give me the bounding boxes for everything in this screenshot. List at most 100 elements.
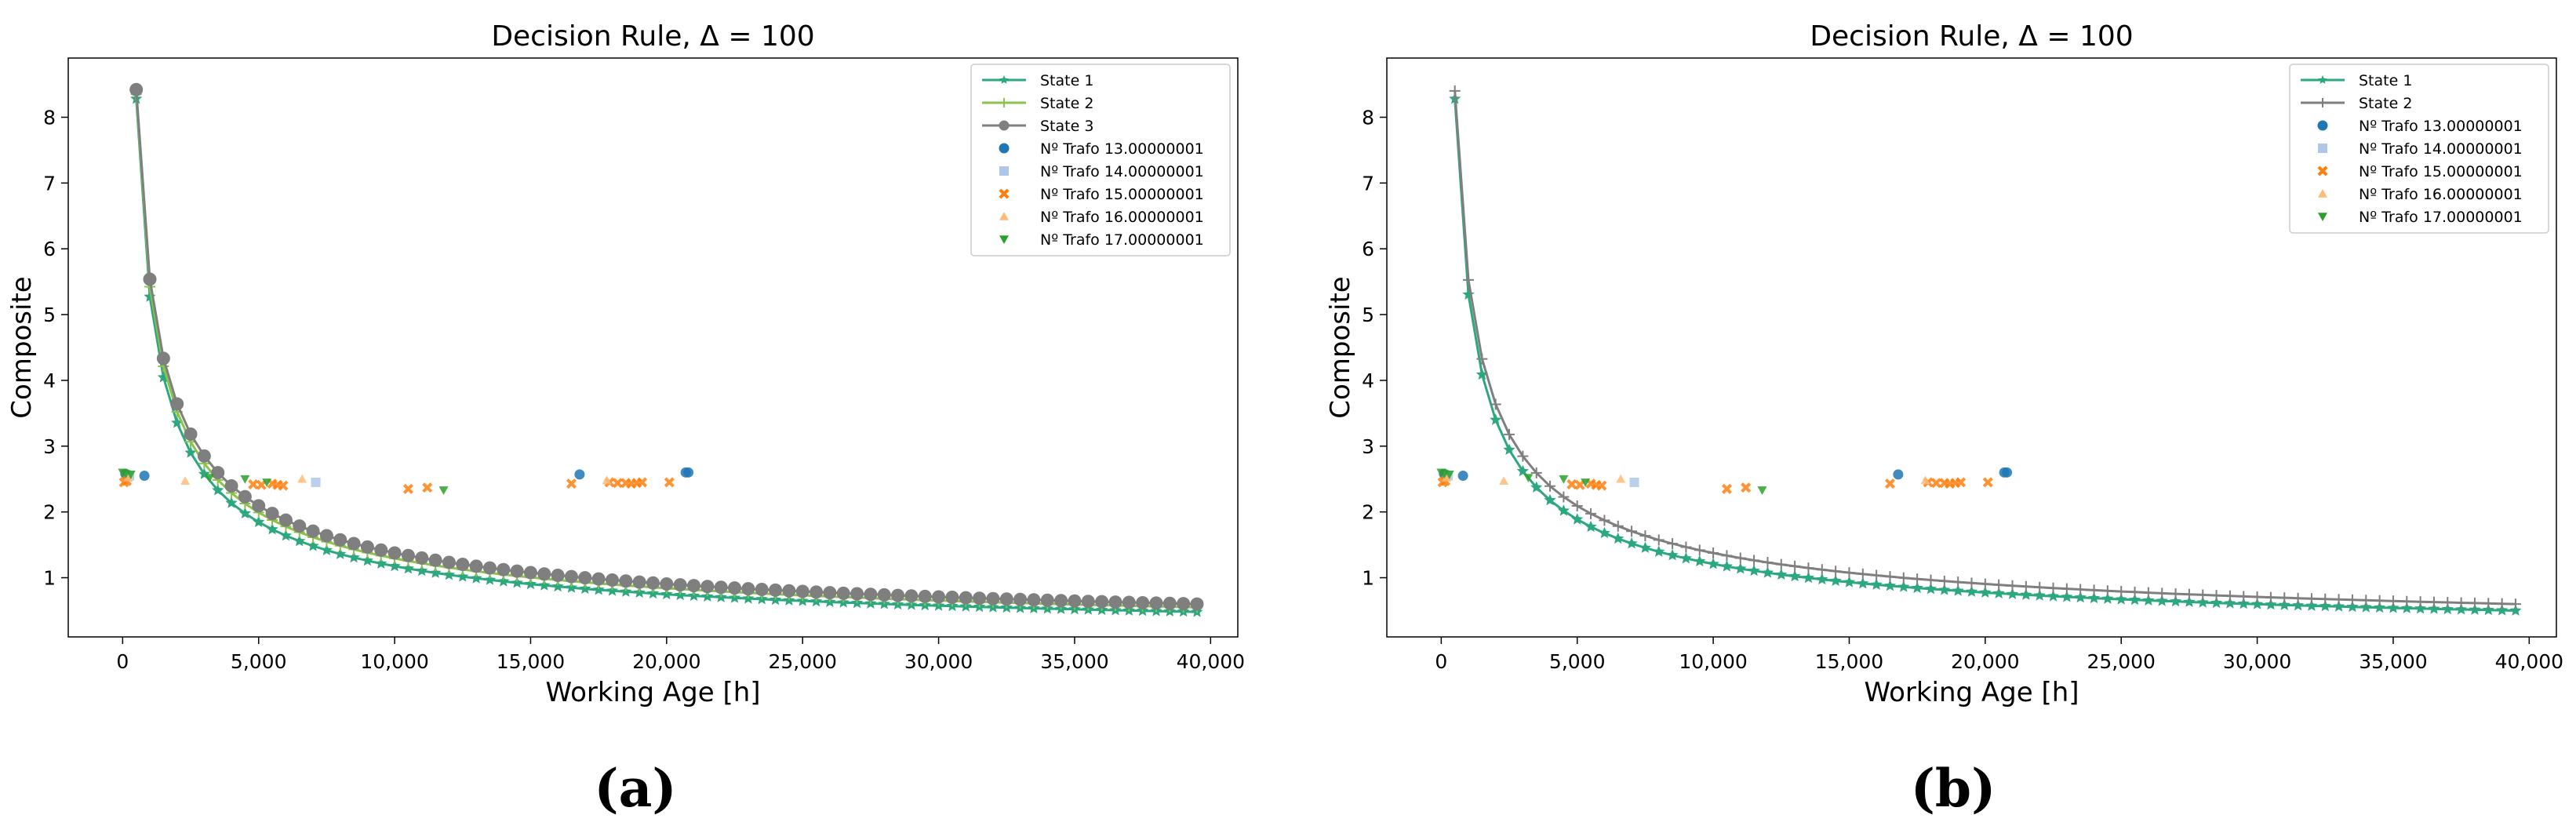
series-3-point	[143, 272, 157, 286]
series-2-point	[2442, 597, 2454, 609]
trafo-13-point	[1893, 469, 1904, 480]
series-3-point	[184, 427, 198, 441]
series-3-point	[482, 561, 497, 575]
trafo-16-point	[1920, 475, 1930, 485]
series-1-point	[442, 568, 456, 580]
series-1-point	[1694, 555, 1706, 567]
series-1-point	[2333, 600, 2345, 612]
series-2-point	[1585, 507, 1597, 519]
series-3-point	[877, 587, 891, 602]
series-3-point	[904, 589, 919, 603]
trafo-15-point	[402, 483, 413, 494]
series-1-point	[1720, 560, 1733, 572]
series-3-point	[401, 548, 415, 562]
series-2-point	[1653, 534, 1665, 546]
series-1-point	[1612, 532, 1625, 544]
series-1-point	[225, 497, 238, 508]
series-1-point	[1598, 526, 1610, 539]
panel-caption: (b)	[1911, 758, 1996, 819]
series-2-point	[1571, 500, 1583, 512]
series-3-point	[497, 562, 511, 577]
y-tick-label: 4	[43, 369, 56, 392]
series-2-point	[2116, 586, 2127, 598]
trafo-16-point	[180, 476, 191, 486]
series-3-point	[278, 513, 293, 527]
series-2-point	[2333, 594, 2345, 606]
panel-caption: (a)	[594, 758, 676, 819]
x-tick-label: 0	[116, 650, 129, 673]
legend-marker	[2317, 166, 2328, 176]
series-2-point	[2238, 591, 2250, 602]
series-1-point	[1897, 580, 1910, 592]
series-2-point	[1884, 571, 1896, 583]
x-tick-label: 20,000	[632, 650, 700, 673]
series-2-point	[2374, 595, 2385, 606]
series-2-point	[1871, 569, 1883, 581]
series-1-point	[2305, 599, 2318, 611]
series-1-point	[579, 582, 591, 595]
series-1-point	[633, 586, 646, 598]
series-3-point	[1081, 595, 1095, 609]
series-3-point	[700, 580, 715, 594]
series-2-point	[1680, 541, 1692, 553]
series-1-point	[238, 507, 251, 518]
series-1-point	[2061, 591, 2073, 602]
series-2-point	[1843, 567, 1855, 579]
series-3-point	[1095, 595, 1109, 609]
series-2-point	[2360, 595, 2372, 606]
series-3-point	[605, 573, 619, 587]
y-tick-label: 5	[43, 304, 56, 326]
series-3-point	[673, 578, 687, 592]
series-3-point	[442, 555, 456, 569]
series-3-point	[347, 537, 361, 551]
series-2-point	[1558, 491, 1570, 503]
legend-label: Nº Trafo 16.00000001	[2359, 186, 2523, 203]
series-1-point	[1829, 574, 1842, 586]
series-2-point	[1639, 530, 1651, 542]
series-1-point	[279, 529, 292, 541]
series-1-point	[620, 585, 632, 597]
series-3-point	[687, 579, 701, 593]
series-2-point	[2265, 591, 2276, 603]
series-2-point	[1762, 557, 1774, 569]
legend-label: Nº Trafo 17.00000001	[1040, 231, 1204, 249]
x-tick-label: 5,000	[231, 650, 287, 673]
x-tick-label: 35,000	[1040, 650, 1108, 673]
series-3-point	[782, 584, 796, 598]
series-1-point	[2374, 601, 2386, 613]
series-1-point	[1571, 513, 1584, 525]
series-1-point	[253, 515, 265, 527]
series-2-point	[1816, 564, 1828, 576]
series-3-point	[523, 566, 537, 580]
series-1-point	[1707, 558, 1719, 569]
series-2-point	[1449, 85, 1461, 96]
y-tick-label: 8	[43, 106, 56, 129]
series-2-point	[1830, 566, 1842, 577]
series-3-point	[1108, 595, 1122, 609]
series-3-point	[456, 558, 470, 572]
series-2-point	[2020, 580, 2032, 592]
series-2-point	[1545, 480, 1556, 492]
trafo-17-point	[1444, 471, 1454, 479]
trafo-16-point	[1616, 474, 1626, 483]
legend-marker	[999, 120, 1010, 131]
series-3-point	[973, 591, 987, 606]
series-3-point	[252, 499, 266, 513]
series-2-point	[1803, 562, 1814, 574]
chart-title: Decision Rule, Δ = 100	[1810, 20, 2133, 53]
series-1-point	[2441, 602, 2454, 615]
series-1-point	[1870, 578, 1883, 590]
y-tick-label: 7	[43, 172, 56, 195]
series-1-point	[538, 579, 551, 591]
series-2-point	[2197, 589, 2209, 601]
series-2-point	[1667, 538, 1679, 550]
y-tick-label: 7	[1362, 172, 1374, 195]
series-1-point	[1530, 481, 1543, 493]
series-1-point	[2414, 602, 2427, 614]
trafo-16-point	[123, 473, 133, 482]
trafo-17-point	[1757, 486, 1767, 495]
series-3-point	[537, 567, 551, 581]
series-1-point	[429, 566, 442, 578]
trafo-13-point	[1457, 471, 1468, 482]
legend-box	[970, 64, 1231, 256]
